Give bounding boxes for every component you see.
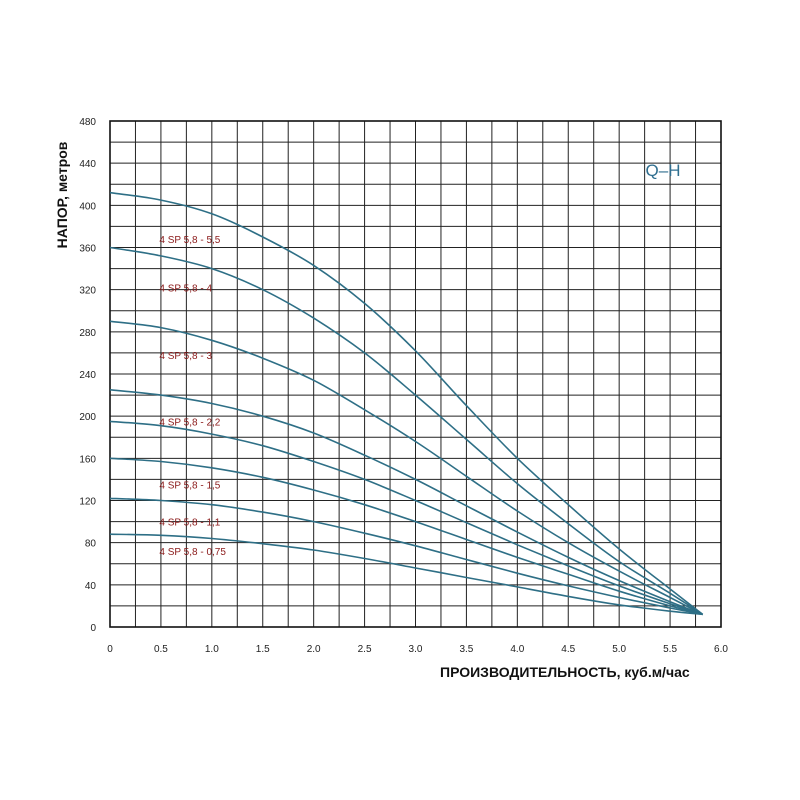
- series-label: 4 SP 5,8 - 5,5: [159, 235, 220, 246]
- series-line-2: [109, 246, 704, 616]
- series-label: 4 SP 5,8 - 0,75: [159, 547, 226, 558]
- x-tick-label: 5.5: [663, 644, 677, 655]
- series-line-5: [109, 420, 703, 616]
- x-tick-label: 1.0: [205, 644, 219, 655]
- curves: [109, 191, 704, 616]
- y-tick-label: 400: [79, 201, 96, 212]
- chart-type-label: Q–H: [646, 161, 681, 180]
- x-tick-label: 3.0: [409, 644, 423, 655]
- y-tick-label: 320: [79, 286, 96, 297]
- y-tick-label: 80: [85, 539, 97, 550]
- y-tick-label: 40: [85, 581, 97, 592]
- x-tick-label: 6.0: [714, 644, 728, 655]
- y-tick-label: 240: [79, 370, 96, 381]
- tick-labels: 0 0.5 1.0 1.5 2.0 2.5 3.0 3.5 4.0 4.5 5.0 5.5 6.0 0 40…: [79, 117, 728, 655]
- y-tick-label: 120: [79, 497, 96, 508]
- y-tick-label: 360: [79, 244, 96, 255]
- series-line-3: [109, 320, 704, 616]
- x-tick-label: 0: [107, 644, 113, 655]
- x-tick-label: 2.5: [358, 644, 372, 655]
- series-label: 4 SP 5,8 - 4: [159, 284, 212, 295]
- y-tick-label: 0: [90, 623, 96, 634]
- y-tick-label: 200: [79, 412, 96, 423]
- series-labels: 4 SP 5,8 - 5,5 4 SP 5,8 - 4 4 SP 5,8 - 3 4 …: [159, 235, 226, 558]
- series-line-7: [109, 497, 703, 616]
- x-tick-label: 4.5: [561, 644, 575, 655]
- grid: [109, 120, 722, 628]
- series-line-1: [109, 191, 704, 616]
- plot-frame: [109, 120, 722, 628]
- x-tick-label: 5.0: [612, 644, 626, 655]
- series-line-4: [109, 389, 703, 616]
- series-line-8: [109, 533, 703, 616]
- x-tick-label: 0.5: [154, 644, 168, 655]
- series-line-6: [109, 457, 703, 616]
- x-tick-label: 1.5: [256, 644, 270, 655]
- series-label: 4 SP 5,8 - 1,5: [159, 481, 220, 492]
- x-tick-label: 3.5: [459, 644, 473, 655]
- series-label: 4 SP 5,8 - 3: [159, 351, 212, 362]
- x-axis-title: ПРОИЗВОДИТЕЛЬНОСТЬ, куб.м/час: [440, 664, 690, 680]
- y-tick-label: 440: [79, 159, 96, 170]
- series-label: 4 SP 5,8 - 1,1: [159, 518, 220, 529]
- x-tick-label: 4.0: [510, 644, 524, 655]
- series-label: 4 SP 5,8 - 2,2: [159, 417, 220, 428]
- y-tick-label: 480: [79, 117, 96, 128]
- y-tick-label: 280: [79, 328, 96, 339]
- y-tick-label: 160: [79, 454, 96, 465]
- x-tick-label: 2.0: [307, 644, 321, 655]
- y-axis-title: НАПОР, метров: [54, 141, 70, 248]
